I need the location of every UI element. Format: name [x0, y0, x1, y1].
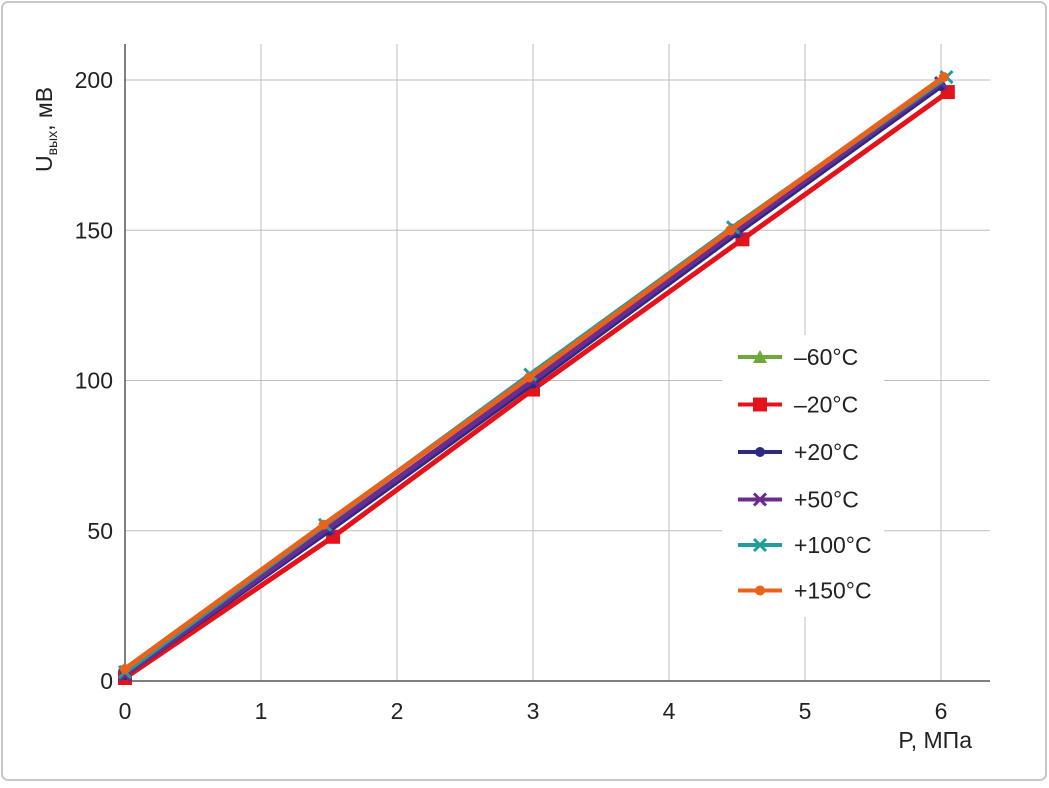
legend-label: –20°C — [794, 392, 858, 418]
y-tick-label: 150 — [75, 217, 113, 243]
y-tick-label: 50 — [87, 518, 113, 544]
marker — [755, 585, 765, 596]
x-tick-label: 6 — [935, 698, 948, 724]
marker — [753, 350, 767, 363]
plot — [117, 69, 955, 685]
marker — [523, 372, 534, 383]
marker — [318, 519, 329, 530]
x-tick-label: 1 — [255, 698, 268, 724]
x-tick-label: 5 — [799, 698, 812, 724]
legend-label: –60°C — [794, 344, 858, 370]
legend-box — [722, 335, 884, 617]
marker — [752, 537, 768, 553]
y-axis-label: Uвых, мВ — [31, 87, 60, 172]
x-tick-label: 2 — [391, 698, 404, 724]
x-axis-label: P, МПа — [898, 727, 972, 753]
legend-label: +20°C — [794, 439, 859, 465]
y-label-unit: , мВ — [31, 87, 57, 131]
marker — [752, 492, 768, 507]
marker — [755, 447, 765, 457]
legend-label: +50°C — [794, 487, 859, 513]
y-tick-label: 100 — [75, 368, 113, 394]
y-label-main: U — [31, 155, 57, 172]
marker — [753, 397, 767, 412]
legend-label: +100°C — [794, 532, 872, 558]
x-tick-label: 0 — [119, 698, 132, 724]
x-tick-label: 3 — [527, 698, 540, 724]
legend: –60°C –20°C +20°C +50°C +100°C +150°C — [722, 335, 884, 617]
marker — [120, 663, 130, 674]
marker — [938, 72, 949, 83]
grid: 0 1 2 3 4 5 6 0 50 100 150 200 — [75, 44, 990, 724]
y-label-sub: вых — [44, 131, 60, 156]
y-tick-label: 200 — [75, 67, 113, 93]
x-tick-label: 4 — [663, 698, 676, 724]
y-tick-label: 0 — [100, 668, 113, 694]
legend-label: +150°C — [794, 578, 872, 604]
marker — [725, 225, 736, 236]
